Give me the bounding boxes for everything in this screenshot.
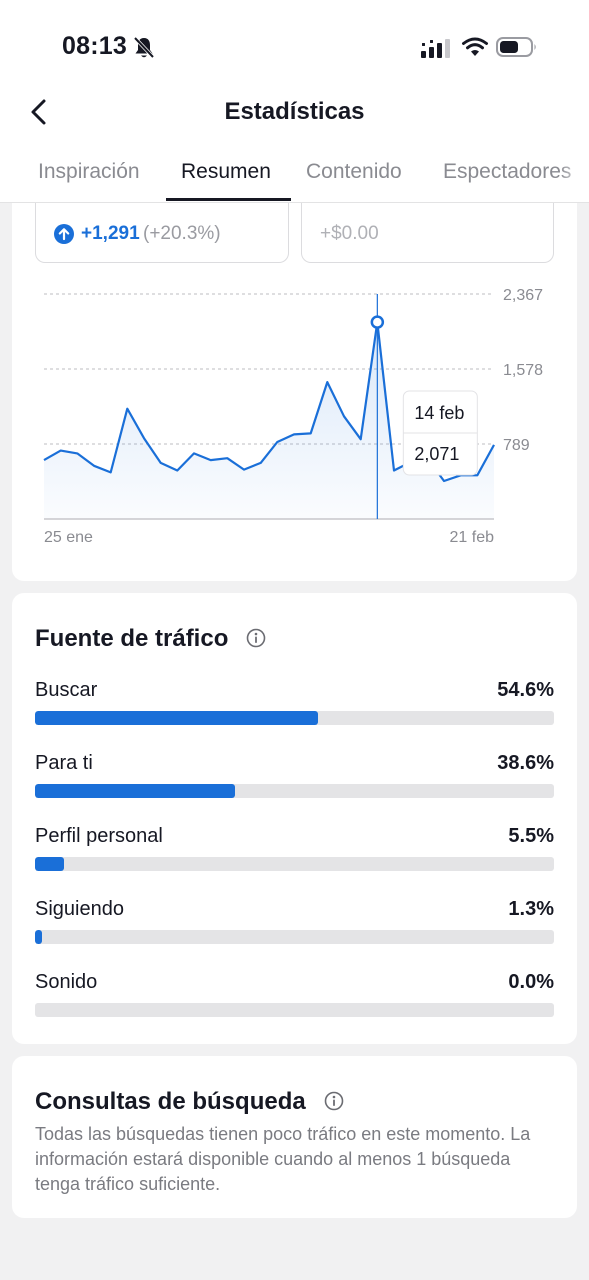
tabs-fade [559, 148, 589, 202]
change-value: +1,291 [81, 223, 140, 244]
bell-off-icon [133, 36, 155, 59]
traffic-percent: 1.3% [508, 898, 554, 920]
chevron-left-icon [31, 99, 46, 125]
tab-contenido[interactable]: Contenido [306, 160, 402, 183]
y-axis-ticks: 2,367 1,578 789 [503, 287, 543, 454]
search-description: Todas las búsquedas tienen poco tráfico … [35, 1124, 531, 1194]
search-queries-card: Consultas de búsqueda Todas las búsqueda… [12, 1056, 577, 1218]
nav-bar: Estadísticas [0, 92, 589, 148]
tooltip-date: 14 feb [414, 403, 464, 423]
traffic-row: Siguiendo 1.3% [35, 898, 554, 958]
traffic-bar-track [35, 784, 554, 798]
traffic-bar-fill [35, 711, 319, 725]
traffic-percent: 5.5% [508, 825, 554, 847]
traffic-bar-fill [35, 857, 64, 871]
traffic-percent: 54.6% [497, 679, 554, 701]
traffic-label: Siguiendo [35, 898, 124, 920]
tab-bar: Inspiración Resumen Contenido Espectador… [0, 148, 589, 203]
battery-icon [496, 37, 536, 57]
up-arrow-icon [54, 224, 74, 244]
y-tick-label: 789 [503, 437, 530, 454]
traffic-label: Sonido [35, 971, 98, 993]
traffic-label: Para ti [35, 752, 93, 774]
tab-resumen[interactable]: Resumen [181, 160, 271, 183]
info-icon[interactable] [324, 1091, 344, 1111]
traffic-row: Perfil personal 5.5% [35, 825, 554, 885]
overview-card: +1,291 (+20.3%) +$0.00 2,367 1,578 789 25 … [12, 203, 577, 581]
search-title: Consultas de búsqueda [35, 1088, 306, 1115]
traffic-title: Fuente de tráfico [35, 625, 229, 652]
signal-icon [421, 39, 450, 58]
highlighted-point [370, 315, 385, 329]
traffic-percent: 38.6% [497, 752, 554, 774]
chart-tooltip: 14 feb 2,071 [402, 390, 478, 476]
traffic-row: Buscar 54.6% [35, 679, 554, 739]
revenue-value: +$0.00 [320, 223, 379, 244]
traffic-source-card: Fuente de tráfico Buscar 54.6% Para ti 38.6… [12, 593, 577, 1044]
traffic-bar-fill [35, 784, 236, 798]
traffic-label: Buscar [35, 679, 98, 701]
views-chart[interactable]: 2,367 1,578 789 25 ene 21 feb 14 feb 2,071 [12, 273, 577, 563]
tab-espectadores[interactable]: Espectadores [443, 160, 572, 183]
status-bar: 08:13 [0, 0, 589, 92]
x-axis-ticks: 25 ene 21 feb [44, 529, 494, 546]
traffic-row: Sonido 0.0% [35, 971, 554, 1031]
traffic-bar-track [35, 930, 554, 944]
traffic-label: Perfil personal [35, 825, 163, 847]
traffic-bar-track [35, 711, 554, 725]
tab-inspiracion[interactable]: Inspiración [38, 160, 140, 183]
status-time: 08:13 [62, 32, 127, 60]
x-tick-label: 25 ene [44, 529, 93, 546]
series-area [44, 322, 494, 519]
back-button[interactable] [18, 92, 58, 132]
change-percent: (+20.3%) [143, 223, 221, 244]
views-change-box[interactable]: +1,291 (+20.3%) [35, 203, 289, 263]
traffic-percent: 0.0% [508, 971, 554, 993]
traffic-bar-track [35, 1003, 554, 1017]
active-tab-indicator [166, 198, 291, 201]
traffic-bar-fill [35, 930, 42, 944]
revenue-box[interactable]: +$0.00 [301, 203, 554, 263]
traffic-bar-track [35, 857, 554, 871]
tooltip-value: 2,071 [414, 444, 459, 464]
page-title: Estadísticas [224, 98, 365, 125]
y-tick-label: 2,367 [503, 287, 543, 304]
info-icon[interactable] [246, 628, 266, 648]
x-tick-label: 21 feb [450, 529, 495, 546]
traffic-row: Para ti 38.6% [35, 752, 554, 812]
y-tick-label: 1,578 [503, 362, 543, 379]
wifi-icon [462, 37, 488, 56]
